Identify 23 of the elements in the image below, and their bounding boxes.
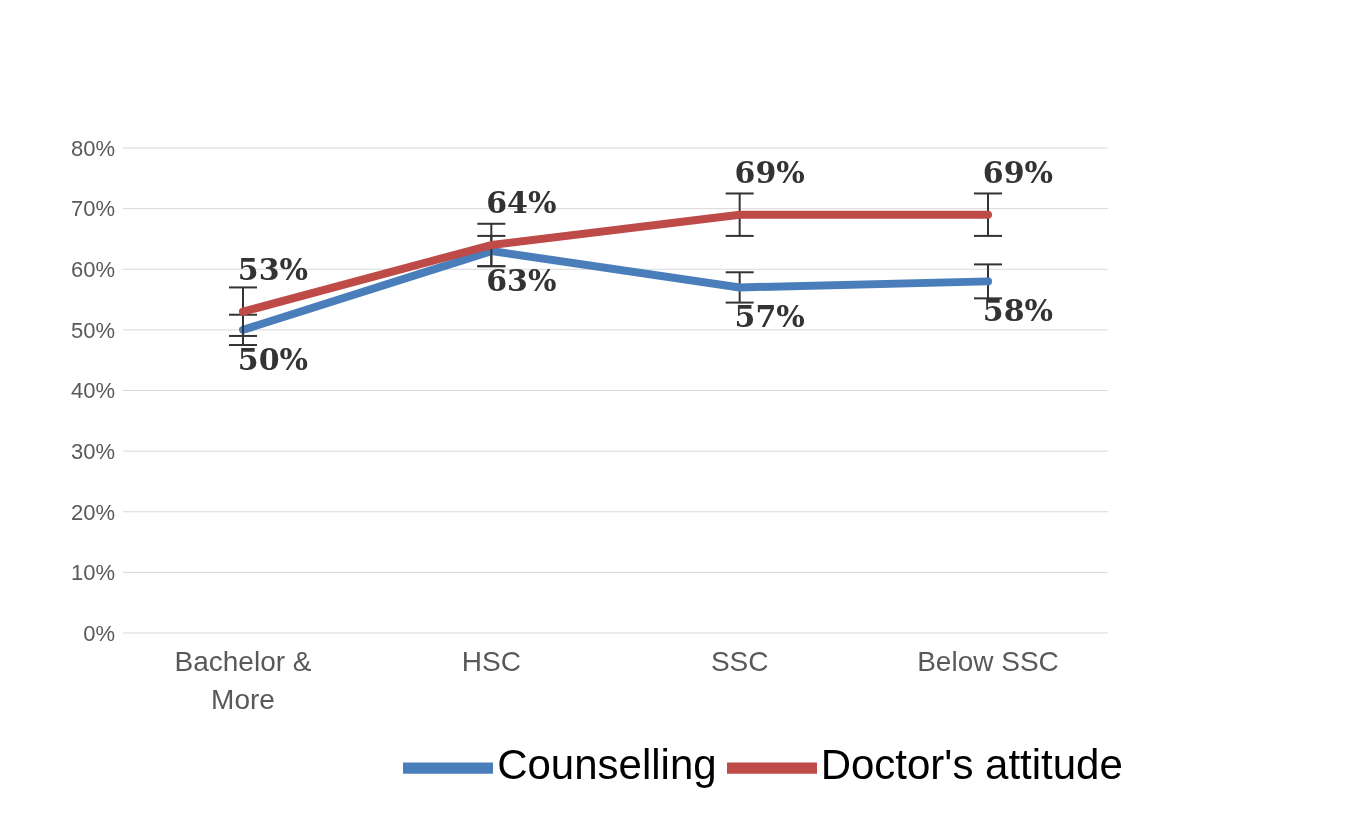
data-label: 69% — [734, 154, 805, 190]
y-tick-label: 50% — [70, 317, 115, 343]
x-tick-label: Below SSC — [917, 646, 1059, 677]
y-tick-label: 70% — [70, 196, 115, 222]
data-label: 64% — [486, 185, 557, 220]
y-tick-label: 10% — [70, 560, 115, 586]
y-tick-label: 30% — [70, 438, 115, 464]
data-label: 69% — [982, 154, 1054, 190]
y-tick-label: 40% — [70, 378, 115, 404]
data-label: 53% — [237, 251, 309, 287]
x-tick-label: SSC — [710, 646, 769, 677]
y-tick-label: 0% — [83, 620, 115, 646]
legend-label: Doctor's attitude — [820, 741, 1123, 789]
data-label: 63% — [486, 263, 557, 299]
y-tick-label: 60% — [70, 257, 115, 283]
y-tick-label: 80% — [70, 135, 115, 161]
data-label: 50% — [237, 341, 309, 377]
data-label: 58% — [982, 293, 1054, 329]
data-label: 57% — [734, 299, 805, 335]
x-tick-label: Bachelor & More — [174, 646, 312, 715]
y-tick-label: 20% — [70, 499, 115, 525]
legend-label: Counselling — [497, 741, 717, 789]
x-tick-label: HSC — [461, 646, 521, 677]
